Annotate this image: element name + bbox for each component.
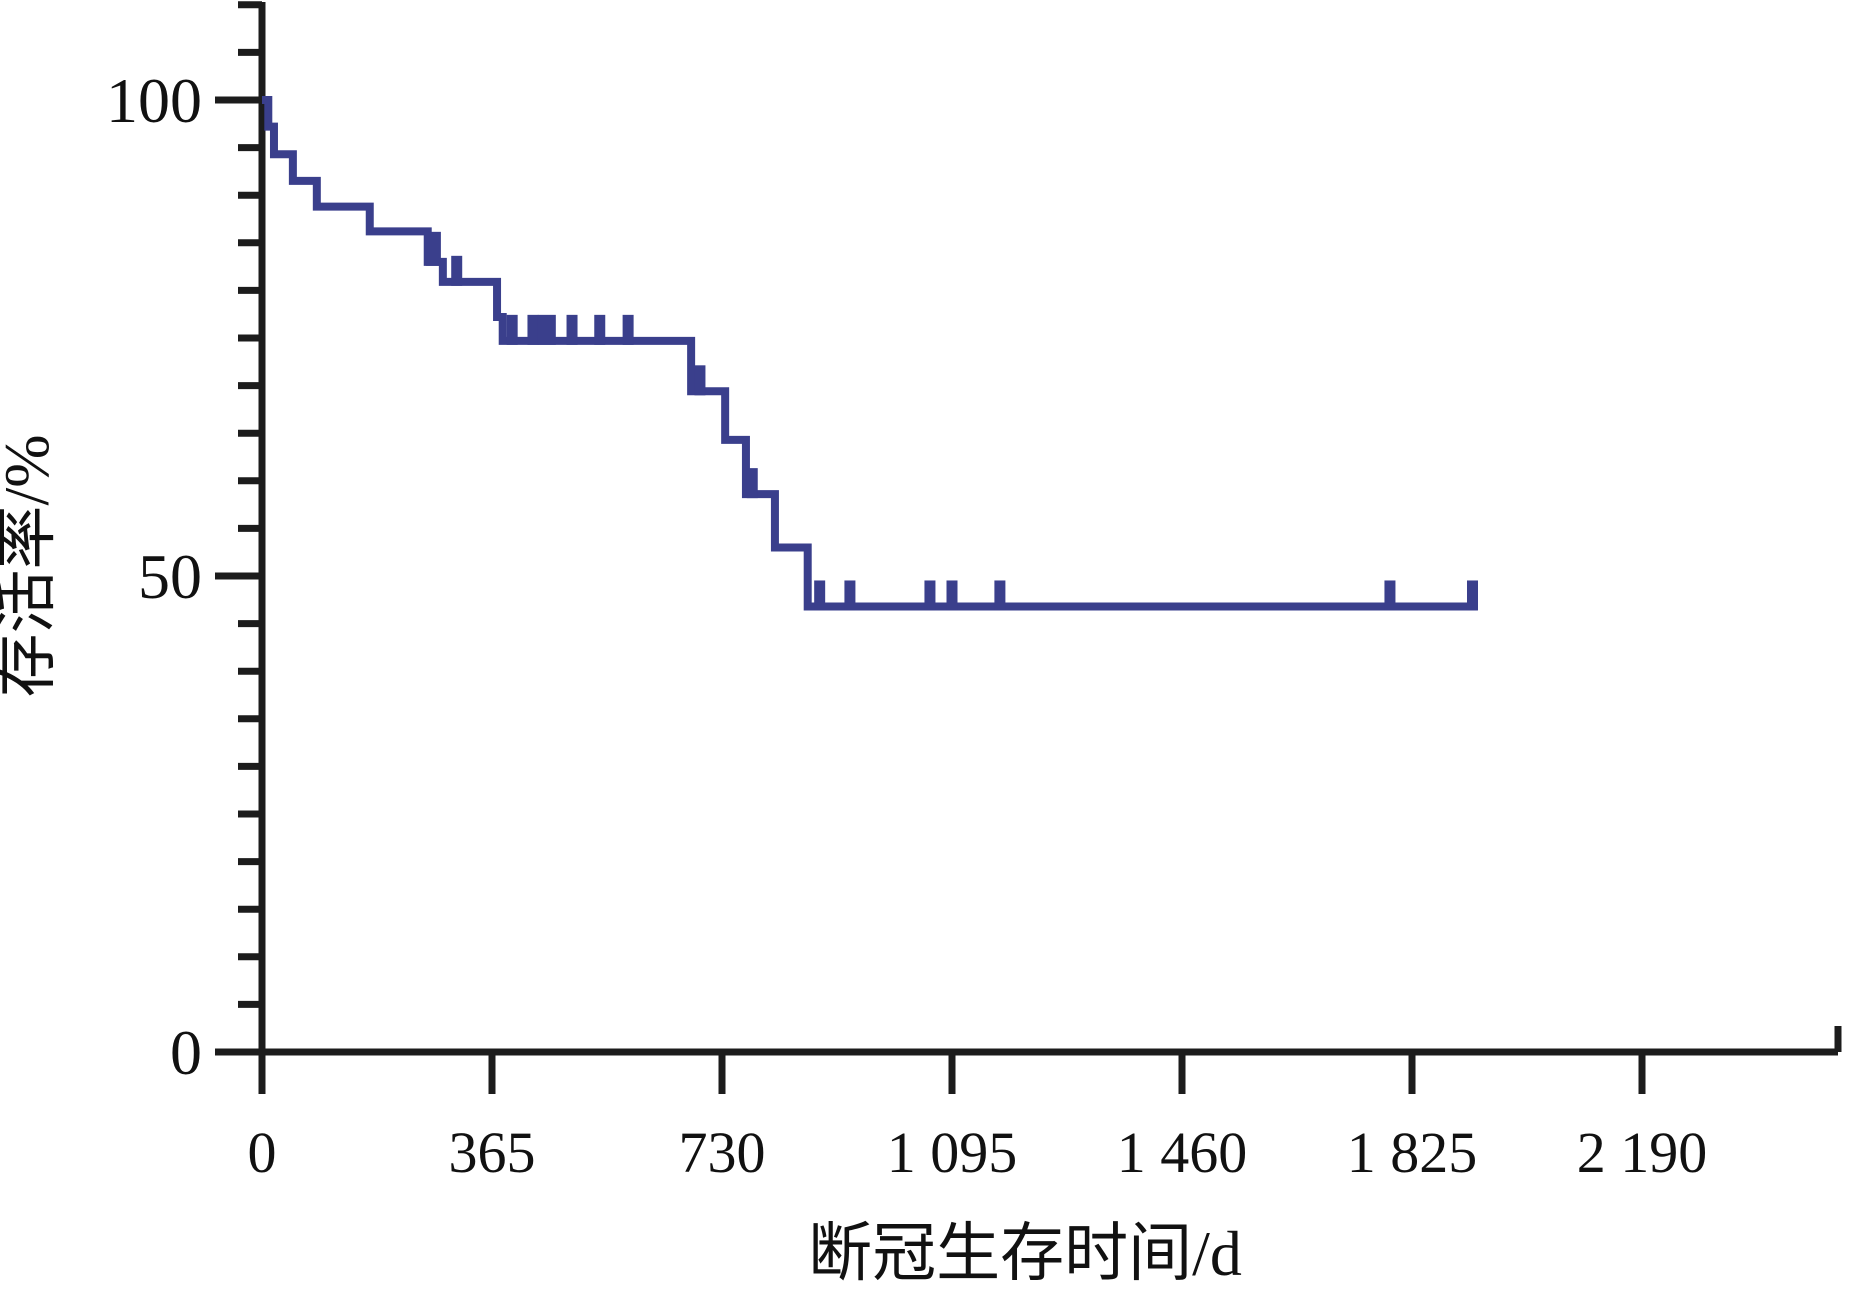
- censor-mark: [924, 580, 936, 611]
- censor-mark: [425, 231, 441, 266]
- x-tick-label: 365: [449, 1120, 536, 1185]
- censor-mark: [566, 314, 578, 345]
- survival-curve: [262, 96, 1477, 611]
- y-tick-label: 0: [170, 1017, 202, 1088]
- censor-mark: [746, 468, 758, 499]
- y-tick-label: 100: [106, 65, 202, 136]
- censor-mark: [814, 580, 826, 611]
- censor-mark: [694, 365, 706, 396]
- censor-mark: [844, 580, 856, 611]
- x-tick-label: 1 825: [1347, 1120, 1478, 1185]
- x-axis-title: 断冠生存时间/d: [808, 1218, 1242, 1289]
- x-tick-label: 0: [248, 1120, 277, 1185]
- censor-mark: [527, 314, 539, 345]
- x-tick-label: 2 190: [1577, 1120, 1708, 1185]
- x-tick-label: 1 460: [1117, 1120, 1248, 1185]
- x-tick-label: 730: [679, 1120, 766, 1185]
- censor-mark: [1384, 580, 1396, 611]
- censor-mark: [537, 314, 556, 345]
- censor-mark: [994, 580, 1006, 611]
- y-axis-title: 存活率/%: [0, 434, 62, 697]
- x-tick-label: 1 095: [887, 1120, 1018, 1185]
- censor-mark: [594, 314, 606, 345]
- censor-mark: [622, 314, 634, 345]
- axes-layer: [215, 1, 1842, 1094]
- censor-mark: [451, 255, 463, 286]
- censor-mark: [946, 580, 958, 611]
- tick-labels-layer: 100 50 00 365 730 1 095 1 460 1 825 2 190: [106, 65, 1707, 1185]
- censor-mark: [506, 314, 518, 345]
- censor-mark: [1466, 580, 1478, 611]
- curve-layer: [262, 96, 1478, 611]
- y-tick-label: 50: [138, 541, 202, 612]
